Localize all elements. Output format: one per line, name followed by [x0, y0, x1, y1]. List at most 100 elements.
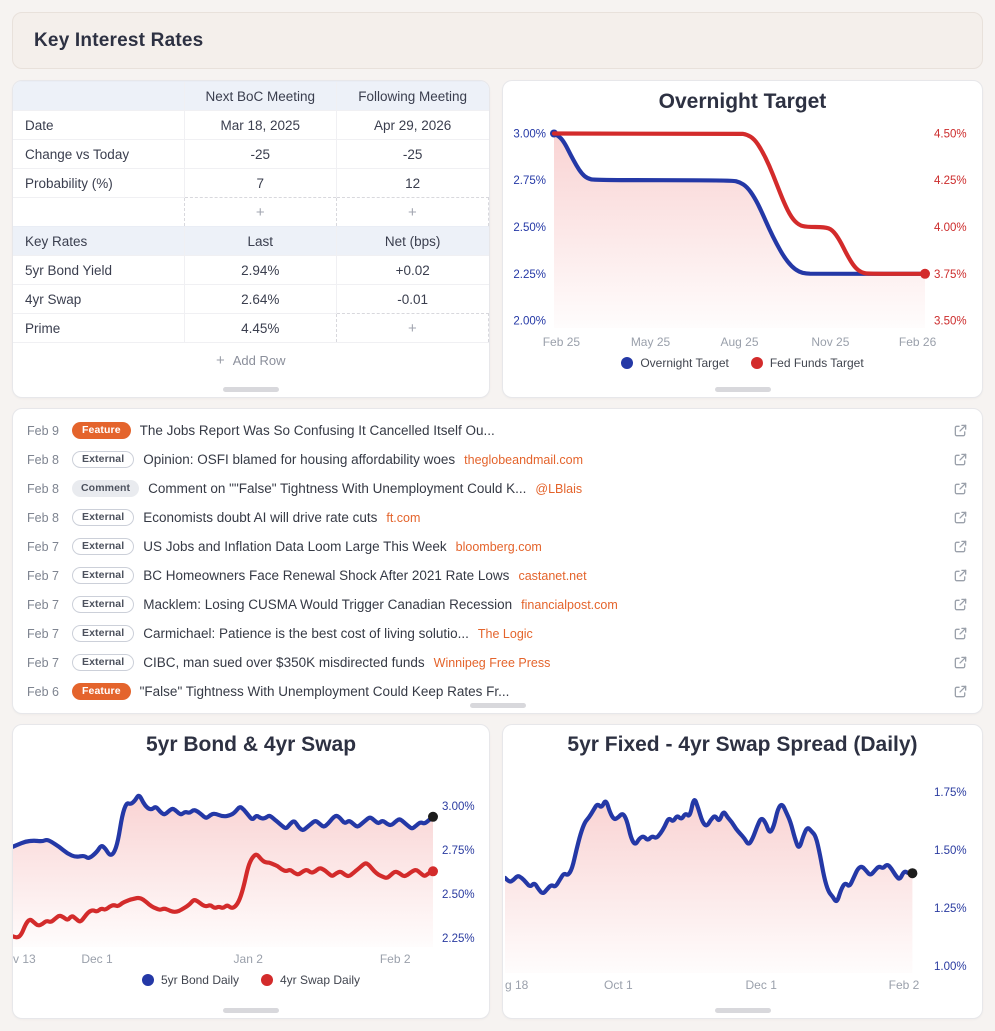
- news-row[interactable]: Feb 6 Feature "False" Tightness With Une…: [13, 677, 982, 706]
- cell-value: 7: [183, 168, 337, 198]
- external-link-icon[interactable]: [953, 626, 968, 641]
- cell-value: -25: [183, 139, 337, 169]
- news-source-link[interactable]: financialpost.com: [521, 597, 618, 612]
- horizontal-scrollbar[interactable]: [714, 1008, 771, 1013]
- spread-chart[interactable]: 1.75% 1.50% 1.25% 1.00% g 18 Oct 1 Dec 1 Feb 2: [504, 757, 981, 995]
- news-row[interactable]: Feb 7 External Macklem: Losing CUSMA Wou…: [13, 590, 982, 619]
- horizontal-scrollbar[interactable]: [223, 387, 279, 392]
- chart-title: 5yr Bond & 4yr Swap: [145, 733, 357, 756]
- right-axis-tick-label: 3.50%: [934, 316, 967, 328]
- cell-value: +0.02: [335, 255, 489, 285]
- external-link-icon[interactable]: [953, 539, 968, 554]
- news-source-link[interactable]: The Logic: [477, 626, 533, 641]
- cell-value: -0.01: [335, 284, 489, 314]
- news-row[interactable]: Feb 9 Feature The Jobs Report Was So Con…: [13, 416, 982, 445]
- external-link-icon[interactable]: [953, 510, 968, 525]
- net-bps-header: Net (bps): [335, 226, 489, 256]
- key-rates-header: Key Rates: [13, 226, 185, 256]
- legend-dot-icon: [621, 357, 634, 369]
- right-axis-tick-label: 3.00%: [442, 801, 475, 813]
- news-row[interactable]: Feb 7 External US Jobs and Inflation Dat…: [13, 532, 982, 561]
- x-axis-tick-label: Oct 1: [604, 978, 633, 992]
- external-link-icon[interactable]: [953, 423, 968, 438]
- key-rates-header-row: Key Rates Last Net (bps): [13, 226, 489, 256]
- series-end-dot: [428, 811, 438, 822]
- row-label: Date: [13, 110, 185, 140]
- news-row[interactable]: Feb 8 Comment Comment on ""False" Tightn…: [13, 474, 982, 503]
- legend-item[interactable]: Overnight Target: [621, 356, 729, 370]
- rates-table-panel: Next BoC Meeting Following Meeting Date …: [12, 80, 490, 398]
- x-axis-tick-label: Feb 26: [899, 335, 937, 349]
- x-axis-tick-label: Dec 1: [745, 978, 777, 992]
- series-end-dot: [906, 868, 917, 879]
- external-link-icon[interactable]: [953, 568, 968, 583]
- news-source-link[interactable]: @LBlais: [535, 481, 583, 496]
- area-fill: [554, 133, 925, 328]
- news-date: Feb 8: [27, 452, 59, 467]
- 4yr-swap-daily-line: [13, 852, 436, 940]
- area-fill: [13, 795, 433, 947]
- table-row: Change vs Today -25 -25: [13, 139, 489, 169]
- news-row[interactable]: Feb 7 External Carmichael: Patience is t…: [13, 619, 982, 648]
- series-end-dot: [428, 866, 438, 877]
- news-source-link[interactable]: theglobeandmail.com: [464, 452, 583, 467]
- page-header: Key Interest Rates: [12, 12, 983, 69]
- row-label: 5yr Bond Yield: [13, 255, 185, 285]
- external-link-icon[interactable]: [953, 684, 968, 699]
- 5yr-bond-daily-line: [13, 793, 436, 860]
- news-badge: External: [72, 450, 135, 469]
- table-row: 4yr Swap 2.64% -0.01: [13, 284, 489, 314]
- news-row[interactable]: Feb 8 External Opinion: OSFI blamed for …: [13, 445, 982, 474]
- add-meeting-cell-button[interactable]: +: [335, 197, 489, 227]
- overnight-target-chart[interactable]: 3.00% 2.75% 2.50% 2.25% 2.00% 4.50% 4.25% 4.00%…: [504, 114, 981, 352]
- spread-panel: 5yr Fixed - 4yr Swap Spread (Daily) 1.75…: [502, 724, 983, 1019]
- add-column-row: + +: [13, 197, 489, 227]
- news-badge: External: [72, 508, 135, 527]
- last-header: Last: [183, 226, 337, 256]
- right-axis-tick-label: 2.25%: [442, 933, 475, 945]
- external-link-icon[interactable]: [953, 452, 968, 467]
- news-date: Feb 6: [27, 684, 59, 699]
- legend-label: 4yr Swap Daily: [280, 973, 361, 987]
- external-link-icon[interactable]: [953, 597, 968, 612]
- news-source-link[interactable]: castanet.net: [518, 568, 587, 583]
- add-row-button[interactable]: + Add Row: [216, 352, 286, 369]
- bond-swap-chart[interactable]: 3.00% 2.75% 2.50% 2.25% v 13 Dec 1 Jan 2 Feb 2: [13, 757, 489, 969]
- news-source-link[interactable]: bloomberg.com: [455, 539, 542, 554]
- cell-value: Mar 18, 2025: [183, 110, 337, 140]
- plus-icon: +: [215, 352, 225, 370]
- right-axis-tick-label: 4.00%: [934, 222, 967, 234]
- news-title: Macklem: Losing CUSMA Would Trigger Cana…: [143, 597, 513, 612]
- chart-title: Overnight Target: [658, 90, 827, 113]
- horizontal-scrollbar[interactable]: [223, 1008, 279, 1013]
- news-date: Feb 7: [27, 597, 59, 612]
- horizontal-scrollbar[interactable]: [469, 703, 526, 708]
- news-title: Carmichael: Patience is the best cost of…: [143, 626, 469, 641]
- legend-label: Fed Funds Target: [769, 356, 864, 370]
- right-axis-tick-label: 3.75%: [934, 269, 967, 281]
- chart-legend: 5yr Bond Daily 4yr Swap Daily: [141, 969, 360, 991]
- news-row[interactable]: Feb 7 External BC Homeowners Face Renewa…: [13, 561, 982, 590]
- legend-item[interactable]: 5yr Bond Daily: [141, 973, 239, 987]
- x-axis-tick-label: Feb 25: [543, 335, 581, 349]
- table-row: Probability (%) 7 12: [13, 168, 489, 198]
- external-link-icon[interactable]: [953, 481, 968, 496]
- legend-item[interactable]: Fed Funds Target: [750, 356, 864, 370]
- news-title: Economists doubt AI will drive rate cuts: [143, 510, 378, 525]
- external-link-icon[interactable]: [953, 655, 968, 670]
- add-meeting-cell-button[interactable]: +: [183, 197, 337, 227]
- news-badge: Feature: [72, 421, 131, 440]
- news-source-link[interactable]: ft.com: [386, 510, 421, 525]
- news-title: The Jobs Report Was So Confusing It Canc…: [139, 423, 495, 438]
- news-row[interactable]: Feb 8 External Economists doubt AI will …: [13, 503, 982, 532]
- horizontal-scrollbar[interactable]: [714, 387, 771, 392]
- news-date: Feb 7: [27, 655, 59, 670]
- add-row-area: + Add Row: [13, 342, 489, 379]
- add-net-cell-button[interactable]: +: [335, 313, 489, 343]
- news-row[interactable]: Feb 7 External CIBC, man sued over $350K…: [13, 648, 982, 677]
- news-date: Feb 7: [27, 568, 59, 583]
- news-date: Feb 9: [27, 423, 59, 438]
- legend-dot-icon: [141, 974, 154, 986]
- news-source-link[interactable]: Winnipeg Free Press: [433, 655, 551, 670]
- legend-item[interactable]: 4yr Swap Daily: [261, 973, 360, 987]
